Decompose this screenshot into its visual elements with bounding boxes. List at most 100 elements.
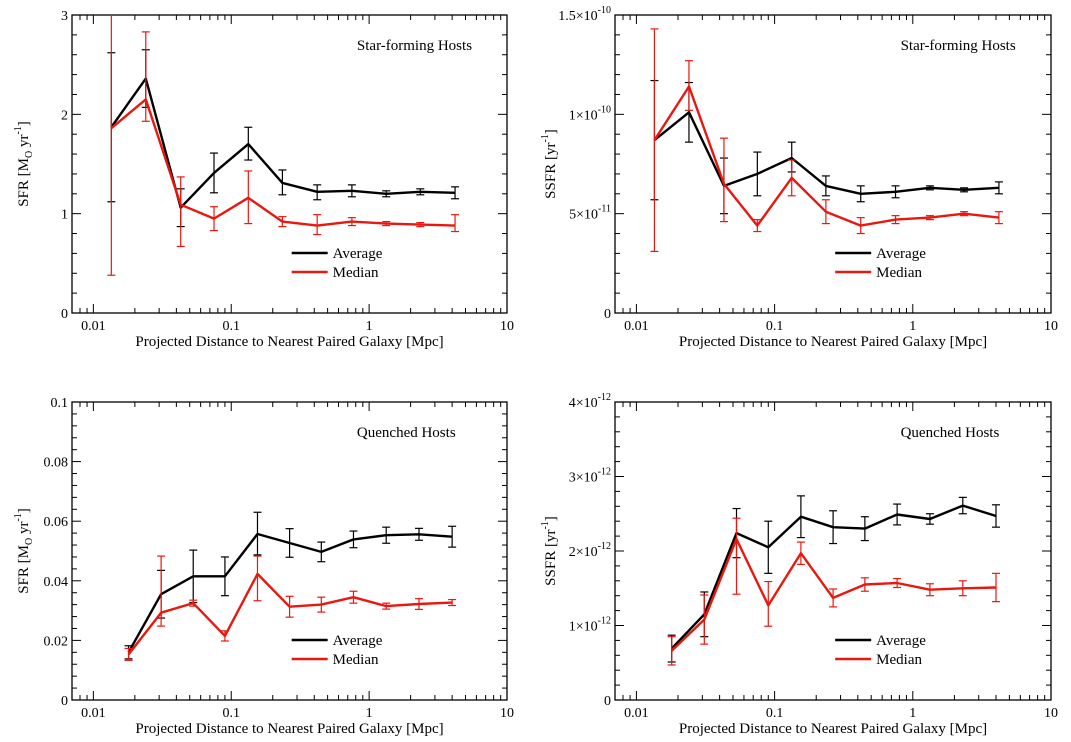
panel-bottom-left-legend-label: Average <box>333 633 383 649</box>
panel-bottom-left-xtick-label: 1 <box>366 706 373 721</box>
panel-bottom-right-annotation: Quenched Hosts <box>901 425 1000 441</box>
panel-bottom-left-series-median <box>124 555 457 661</box>
panel-bottom-left-legend-label: Median <box>333 652 379 668</box>
panel-bottom-right-line-average <box>670 504 997 650</box>
panel-bottom-left-ytick-label: 0.06 <box>44 515 69 530</box>
panel-bottom-right-axes-frame <box>614 401 1052 701</box>
panel-bottom-right: 0.01 0.1 1 10 0 1×10-12 2×10-12 3×10-12 4×10-12 P… <box>540 392 1058 737</box>
panel-bottom-left-ytick-label: 0 <box>61 694 68 709</box>
panel-top-left-line-average <box>110 77 456 209</box>
panel-top-right-y-axis-title: SSFR [yr-1] <box>540 129 559 199</box>
panel-top-left-xtick-label: 0.01 <box>81 319 106 334</box>
panel-bottom-left-errorbar <box>124 647 133 661</box>
panel-top-right-series-median <box>650 28 1003 253</box>
panel-bottom-right-errorbar <box>667 636 676 666</box>
panel-top-left-errorbar <box>451 214 460 233</box>
panel-top-right-errorbar <box>719 137 728 223</box>
panel-bottom-right-ytick-label: 0 <box>604 694 611 709</box>
panel-bottom-right-line-median <box>670 537 997 652</box>
panel-top-left-legend: Average Median <box>291 246 383 281</box>
panel-bottom-left-errorbar <box>253 555 262 602</box>
panel-top-right-errorbar <box>994 181 1003 195</box>
panel-bottom-right-xtick-label: 0.1 <box>766 706 784 721</box>
panel-top-left-axes-frame <box>71 14 508 314</box>
panel-bottom-left-y-axis-title: SFR [MO yr-1] <box>13 508 35 594</box>
panel-top-left-legend-label: Median <box>333 265 379 281</box>
panel-top-right: 0.01 0.1 1 10 0 5×10-11 1×10-10 1.5×10-10 Projec… <box>540 5 1058 350</box>
panel-bottom-right-x-axis-title: Projected Distance to Nearest Paired Gal… <box>679 721 987 737</box>
panel-bottom-left-xtick-label: 0.1 <box>222 706 240 721</box>
panel-top-left-ytick-label: 1 <box>61 208 68 223</box>
panel-top-right-x-axis-title: Projected Distance to Nearest Paired Gal… <box>679 334 987 350</box>
panel-bottom-right-xtick-label: 10 <box>1044 706 1058 721</box>
panel-top-right-xtick-label: 0.01 <box>624 319 649 334</box>
panel-top-right-xtick-label: 10 <box>1044 319 1058 334</box>
panel-bottom-left-errorbar <box>448 525 457 548</box>
panel-top-left-xtick-label: 10 <box>500 319 514 334</box>
panel-bottom-right-ytick-label: 1×10-12 <box>569 616 611 635</box>
panel-bottom-left-annotation: Quenched Hosts <box>357 425 456 441</box>
panel-top-right-series-average <box>650 79 1003 215</box>
panel-top-left-line-median <box>110 98 456 227</box>
panel-bottom-right-y-axis-title: SSFR [yr-1] <box>540 516 559 586</box>
panel-bottom-right-ytick-label: 2×10-12 <box>569 541 611 560</box>
panel-bottom-left-axes-frame <box>71 401 508 701</box>
panel-bottom-left-xtick-label: 0.01 <box>81 706 106 721</box>
panel-top-left-errorbar <box>107 15 116 276</box>
panel-bottom-right-errorbar <box>732 517 741 595</box>
panel-bottom-right-legend-label: Median <box>876 652 922 668</box>
panel-bottom-right-errorbar <box>992 572 1001 603</box>
panel-top-left-ytick-label: 0 <box>61 307 68 322</box>
panel-bottom-left-ytick-label: 0.02 <box>44 634 69 649</box>
panel-top-left-series-average <box>107 49 460 228</box>
panel-top-left-ytick-label: 2 <box>61 108 68 123</box>
panel-top-left-errorbar <box>176 176 185 248</box>
panel-top-left-errorbar <box>141 31 150 122</box>
panel-bottom-right-errorbar <box>992 504 1001 528</box>
panel-bottom-right-series-average <box>667 495 1001 663</box>
panel-bottom-right-xtick-label: 0.01 <box>624 706 649 721</box>
panel-top-right-legend-label: Average <box>876 246 926 262</box>
panel-bottom-right-legend-label: Average <box>876 633 926 649</box>
panel-bottom-right-series-median <box>667 517 1001 666</box>
panel-top-left-xtick-label: 1 <box>366 319 373 334</box>
panel-bottom-left-legend: Average Median <box>291 633 383 668</box>
panel-top-right-ytick-label: 1×10-10 <box>569 104 611 123</box>
panel-top-right-legend: Average Median <box>835 246 926 281</box>
panel-top-right-ytick-label: 5×10-11 <box>569 204 611 223</box>
panel-top-left-xtick-label: 0.1 <box>222 319 240 334</box>
panel-bottom-left-line-average <box>127 532 453 653</box>
panel-bottom-left-ytick-label: 0.04 <box>44 575 69 590</box>
panel-top-left-series-median <box>107 15 460 276</box>
panel-top-right-line-average <box>653 111 999 196</box>
panel-bottom-right-ytick-label: 3×10-12 <box>569 467 611 486</box>
panel-bottom-left-xtick-label: 10 <box>500 706 514 721</box>
panel-top-left-ytick-label: 3 <box>61 9 68 24</box>
panel-bottom-left-x-axis-title: Projected Distance to Nearest Paired Gal… <box>135 721 443 737</box>
panel-top-right-ytick-label: 0 <box>604 307 611 322</box>
panel-bottom-left-ytick-label: 0.08 <box>44 456 69 471</box>
panel-bottom-left-errorbar <box>448 598 457 607</box>
panel-top-right-legend-label: Median <box>876 265 922 281</box>
panel-top-right-errorbar <box>994 211 1003 225</box>
panel-top-left-legend-label: Average <box>333 246 383 262</box>
panel-bottom-right-legend: Average Median <box>835 633 926 668</box>
panel-top-right-axes-frame <box>614 14 1052 314</box>
panel-top-left: 0.01 0.1 1 10 0 1 2 3 Projected Distance to Near… <box>13 9 514 350</box>
panel-bottom-left-series-average <box>124 511 457 660</box>
panel-bottom-left-ytick-label: 0.1 <box>51 396 69 411</box>
panel-top-left-y-axis-title: SFR [MO yr-1] <box>13 121 35 207</box>
panel-top-right-annotation: Star-forming Hosts <box>901 38 1016 54</box>
panel-top-left-annotation: Star-forming Hosts <box>357 38 472 54</box>
panel-bottom-right-ytick-label: 4×10-12 <box>569 392 611 411</box>
panel-bottom-left: 0.01 0.1 1 1000.020.040.060.080.1Projected … <box>13 396 514 737</box>
panel-top-right-ytick-label: 1.5×10-10 <box>558 5 611 24</box>
panel-top-right-line-median <box>653 85 1000 227</box>
panel-top-right-xtick-label: 1 <box>909 319 916 334</box>
panel-top-left-x-axis-title: Projected Distance to Nearest Paired Gal… <box>135 334 443 350</box>
panel-bottom-left-line-median <box>127 572 453 656</box>
panel-bottom-right-xtick-label: 1 <box>909 706 916 721</box>
panel-top-right-xtick-label: 0.1 <box>766 319 784 334</box>
